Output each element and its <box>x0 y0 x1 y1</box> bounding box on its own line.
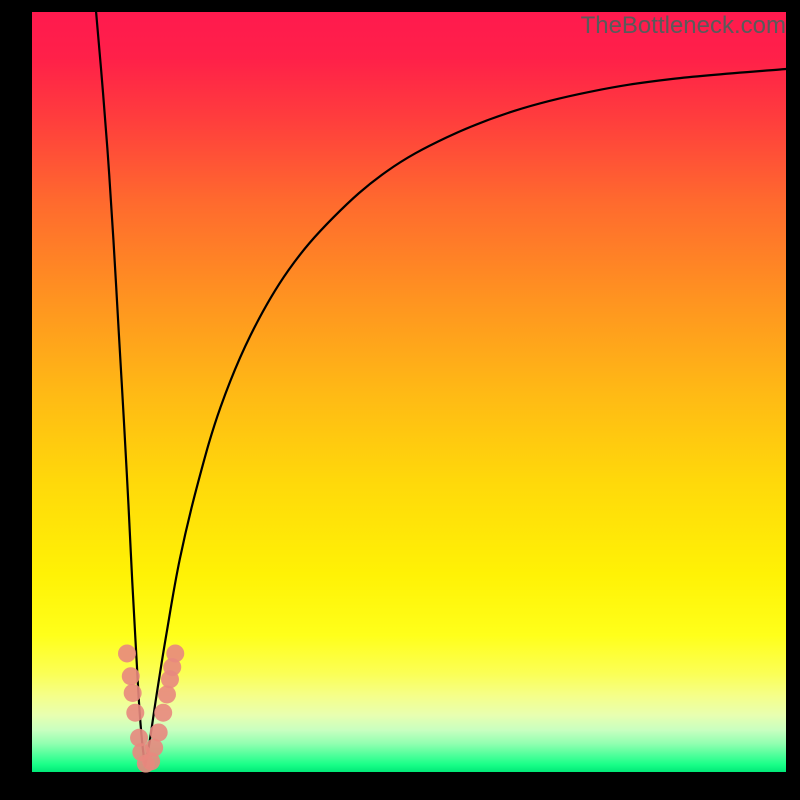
curve-layer <box>32 12 786 772</box>
data-marker <box>122 667 140 685</box>
data-marker <box>124 684 142 702</box>
data-marker <box>150 723 168 741</box>
watermark-text: TheBottleneck.com <box>581 12 786 40</box>
curve-right-branch <box>145 69 786 766</box>
data-marker <box>154 704 172 722</box>
chart-frame: TheBottleneck.com <box>0 0 800 800</box>
data-marker <box>166 644 184 662</box>
data-marker <box>118 644 136 662</box>
plot-area <box>32 12 786 772</box>
marker-group <box>118 644 184 772</box>
data-marker <box>126 704 144 722</box>
